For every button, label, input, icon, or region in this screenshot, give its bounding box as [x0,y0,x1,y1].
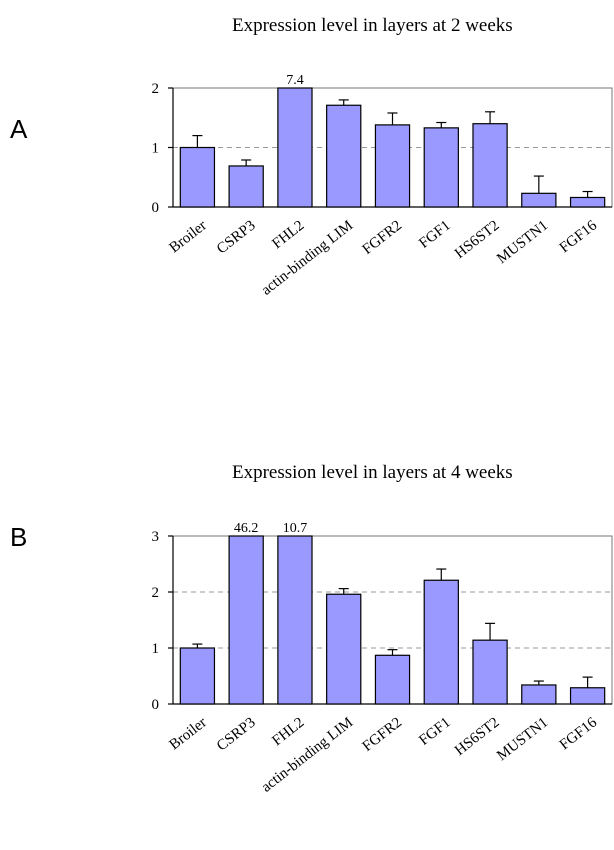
bar-actin-binding-lim [326,593,362,705]
panel-label: B [10,522,27,552]
bar-fgf1 [423,127,459,208]
data-label: 46.2 [234,521,259,536]
y-tick-label: 0 [152,697,160,713]
bar-csrp3 [228,165,264,208]
bar-fgfr2 [374,124,411,208]
x-tick-label: Broiler [167,715,210,754]
bar-fgf16 [569,687,606,705]
y-tick-label: 1 [152,641,160,657]
x-tick-label: FGF16 [557,217,601,256]
y-tick-label: 1 [152,141,160,157]
x-tick-label: CSRP3 [214,218,259,258]
data-label: 7.4 [286,73,304,88]
x-tick-label: FGF16 [557,714,601,753]
bar-actin-binding-lim [326,104,362,208]
panel-label: A [10,114,28,144]
plot-area: 0 1 2 3 Broiler 46.2 CSRP3 10.7 FHL2actin-bindin… [152,521,613,796]
bar-mustn1 [521,192,557,208]
x-tick-label: MUSTN1 [494,218,551,268]
x-tick-label: FHL2 [269,218,307,253]
x-tick-label: CSRP3 [214,715,259,755]
bar-csrp3 [228,535,264,705]
data-label: 10.7 [283,521,308,536]
x-tick-label: MUSTN1 [494,715,551,765]
x-tick-label: FHL2 [269,715,307,750]
y-tick-label: 0 [152,200,160,216]
y-tick-label: 2 [152,585,160,601]
panel-a: A Expression level in layers at 2 weeks … [10,15,613,299]
x-tick-label: FGF1 [416,715,453,749]
bar-hs6st2 [472,639,508,705]
x-tick-label: FGFR2 [360,218,405,258]
bar-fhl2 [277,87,313,208]
bar-hs6st2 [472,123,508,208]
chart-title: Expression level in layers at 2 weeks [232,15,513,36]
x-tick-label: actin-binding LIM [259,218,357,299]
bar-fhl2 [277,535,313,705]
x-tick-label: actin-binding LIM [259,715,357,796]
bar-broiler [179,647,216,705]
bar-fgfr2 [374,654,411,705]
x-tick-label: FGF1 [416,218,453,252]
bar-mustn1 [521,684,557,705]
bar-fgf1 [423,579,459,705]
x-tick-label: FGFR2 [360,715,405,755]
bar-fgf16 [569,196,606,208]
panel-b: B Expression level in layers at 4 weeks … [10,462,613,796]
y-tick-label: 2 [152,81,160,97]
x-tick-label: Broiler [167,218,210,257]
y-tick-label: 3 [152,529,160,545]
chart-title: Expression level in layers at 4 weeks [232,462,513,483]
bar-broiler [179,146,216,208]
